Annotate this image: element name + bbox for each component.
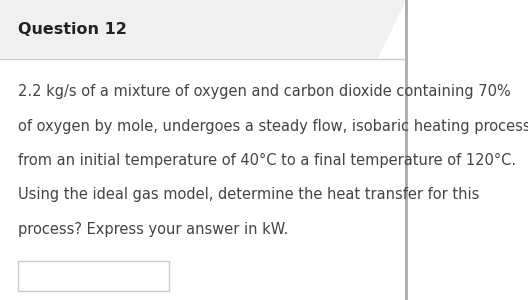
FancyBboxPatch shape bbox=[18, 261, 168, 291]
Text: 2.2 kg/s of a mixture of oxygen and carbon dioxide containing 70%: 2.2 kg/s of a mixture of oxygen and carb… bbox=[18, 84, 511, 99]
Text: process? Express your answer in kW.: process? Express your answer in kW. bbox=[18, 222, 289, 237]
Text: from an initial temperature of 40°C to a final temperature of 120°C.: from an initial temperature of 40°C to a… bbox=[18, 153, 516, 168]
Polygon shape bbox=[0, 0, 406, 58]
Text: Question 12: Question 12 bbox=[18, 22, 127, 37]
Text: Using the ideal gas model, determine the heat transfer for this: Using the ideal gas model, determine the… bbox=[18, 188, 479, 202]
Text: of oxygen by mole, undergoes a steady flow, isobaric heating process: of oxygen by mole, undergoes a steady fl… bbox=[18, 118, 528, 134]
